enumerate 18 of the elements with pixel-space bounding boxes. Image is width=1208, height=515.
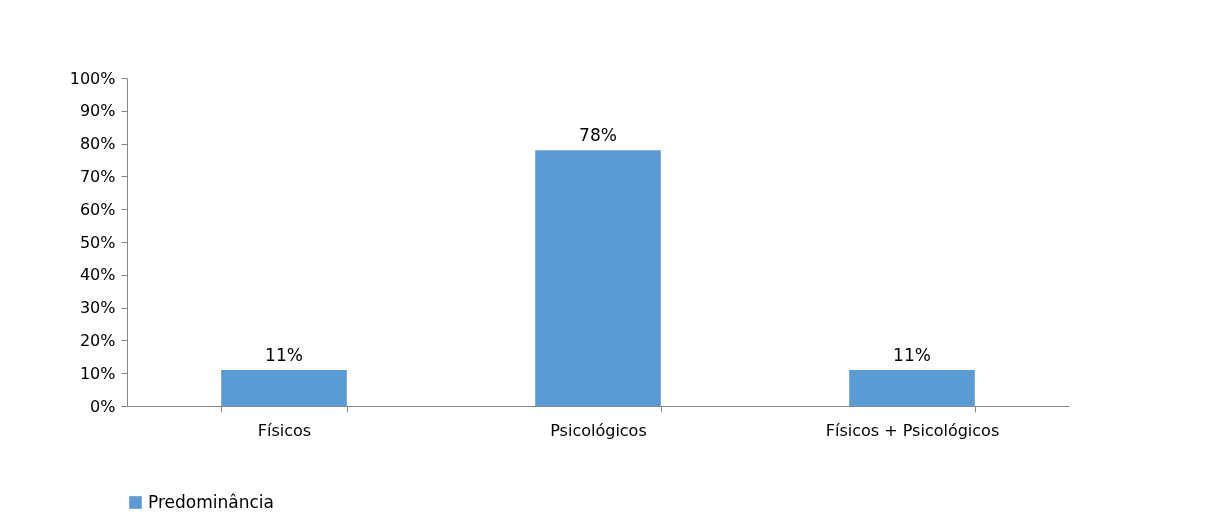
- data-label: 11%: [893, 344, 931, 365]
- x-tick-label: Psicológicos: [550, 420, 647, 440]
- y-tick-label: 60%: [79, 199, 116, 219]
- x-tick-label: Físicos + Psicológicos: [825, 420, 1000, 440]
- y-tick-label: 50%: [79, 232, 116, 252]
- y-tick-label: 10%: [79, 363, 116, 383]
- y-tick-label: 80%: [79, 134, 116, 154]
- x-tick-label: Físicos: [257, 420, 312, 440]
- legend-label: Predominância: [148, 491, 274, 512]
- y-tick-label: 0%: [90, 396, 116, 416]
- y-tick-label: 70%: [79, 166, 116, 186]
- y-tick-label: 90%: [79, 101, 116, 121]
- data-label: 78%: [579, 125, 617, 146]
- y-tick-label: 20%: [79, 330, 116, 350]
- y-tick-label: 30%: [79, 298, 116, 318]
- y-tick-label: 100%: [69, 68, 116, 88]
- data-label: 11%: [265, 344, 303, 365]
- y-tick-label: 40%: [79, 265, 116, 285]
